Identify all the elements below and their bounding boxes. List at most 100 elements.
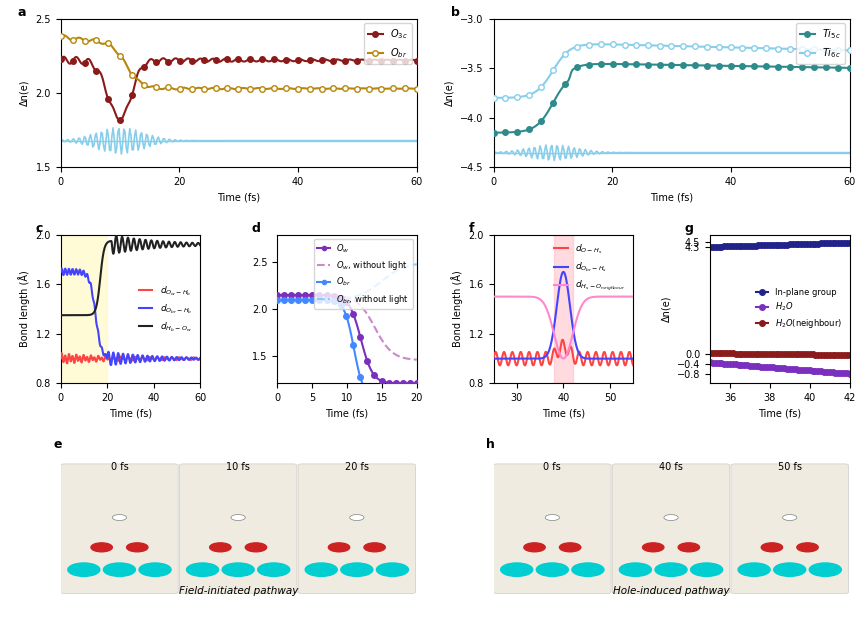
X-axis label: Time (fs): Time (fs) [325,408,368,419]
$H_2O$(neighbour) [833,351,844,358]
Circle shape [305,563,337,577]
$H_2O$ [736,361,746,368]
Bar [61,234,108,384]
$d_{O_w-H_b}$ [195,354,205,362]
$H_2O$ [822,368,832,376]
Line: In-plane group: In-plane group [707,240,852,250]
In-plane group [782,241,792,248]
Circle shape [68,563,100,577]
$H_2O$ [762,363,772,371]
$d_{O_{br}-H_s}$ [622,355,632,362]
Circle shape [376,563,408,577]
$H_2O$(neighbour) [767,350,778,358]
$d_{O-H_s}$ [557,336,568,344]
Y-axis label: Bond length (Å): Bond length (Å) [18,271,30,347]
$H_2O$ [727,360,738,368]
Line: $d_{O_{br}-H_b}$: $d_{O_{br}-H_b}$ [61,268,200,365]
$d_{H_s-O_{neighbour}}$ [488,293,499,300]
In-plane group [736,242,746,250]
Text: 20 fs: 20 fs [345,462,368,472]
Text: b: b [451,6,460,19]
Line: $H_2O$(neighbour): $H_2O$(neighbour) [707,350,852,358]
Line: $d_{H_b-O_w}$: $d_{H_b-O_w}$ [61,235,200,315]
$d_{H_b-O_w}$ [139,240,149,247]
$H_2O$ [818,368,829,375]
$d_{O-H_s}$ [526,357,537,364]
In-plane group [733,242,744,250]
$H_2O$ [831,369,841,376]
Text: 0 fs: 0 fs [544,462,561,472]
$H_2O$(neighbour) [707,350,718,357]
Bar [554,234,573,384]
$d_{O_{br}-H_b}$ [140,358,150,365]
Text: 0 fs: 0 fs [111,462,128,472]
$d_{O-H_s}$ [617,353,628,360]
Line: $d_{O-H_s}$: $d_{O-H_s}$ [493,340,633,365]
Legend: $d_{O-H_s}$, $d_{O_{br}-H_s}$, $d_{H_s-O_{neighbour}}$: $d_{O-H_s}$, $d_{O_{br}-H_s}$, $d_{H_s-O… [551,239,629,297]
In-plane group [825,240,835,247]
In-plane group [742,242,753,250]
In-plane group [833,239,844,247]
$H_2O$(neighbour) [705,350,715,357]
$d_{O-H_s}$ [623,353,633,361]
$H_2O$(neighbour) [787,350,798,358]
X-axis label: Time (fs): Time (fs) [759,408,801,419]
Circle shape [210,543,231,552]
$H_2O$(neighbour) [756,350,766,358]
$d_{H_b-O_w}$ [195,242,205,249]
$H_2O$(neighbour) [782,350,792,358]
$H_2O$ [725,360,735,368]
$H_2O$(neighbour) [818,351,829,358]
Circle shape [341,563,373,577]
In-plane group [725,243,735,250]
$H_2O$(neighbour) [825,351,835,358]
$H_2O$ [767,364,778,371]
FancyBboxPatch shape [61,464,179,593]
In-plane group [793,240,804,248]
Circle shape [691,563,723,577]
$H_2O$ [719,360,729,367]
$H_2O$ [759,363,769,370]
In-plane group [844,239,855,247]
Text: Field-initiated pathway: Field-initiated pathway [179,586,298,596]
In-plane group [818,240,829,247]
FancyBboxPatch shape [612,464,730,593]
$H_2O$ [807,367,818,375]
X-axis label: Time (fs): Time (fs) [109,408,152,419]
Circle shape [127,543,148,552]
$H_2O$(neighbour) [751,350,761,357]
$H_2O$(neighbour) [799,350,809,358]
In-plane group [799,240,809,248]
$H_2O$ [747,362,758,370]
$H_2O$ [825,368,835,376]
$H_2O$(neighbour) [816,351,826,358]
$H_2O$ [707,359,718,366]
$H_2O$(neighbour) [762,350,772,358]
$H_2O$(neighbour) [771,350,781,358]
Y-axis label: Δn(e): Δn(e) [662,296,671,322]
$H_2O$(neighbour) [791,350,801,358]
$d_{O_{br}-H_s}$ [628,355,638,362]
$d_{O_w-H_b}$ [140,355,150,362]
$d_{O-H_s}$ [628,362,638,369]
In-plane group [722,243,733,250]
$d_{O_{br}-H_s}$ [494,355,505,362]
Line: $H_2O$: $H_2O$ [707,360,852,376]
$d_{O_{br}-H_s}$ [525,355,536,362]
X-axis label: Time (fs): Time (fs) [542,408,585,419]
$H_2O$ [753,363,764,370]
Text: a: a [18,6,27,19]
Line: $d_{H_s-O_{neighbour}}$: $d_{H_s-O_{neighbour}}$ [493,297,633,358]
In-plane group [745,242,755,250]
$H_2O$ [751,362,761,370]
In-plane group [719,243,729,250]
$d_{H_b-O_w}$ [173,242,184,249]
$H_2O$ [705,358,715,366]
$H_2O$ [782,365,792,372]
$H_2O$ [813,368,824,375]
$H_2O$ [785,365,795,373]
Line: $d_{O_w-H_b}$: $d_{O_w-H_b}$ [61,353,200,363]
$H_2O$ [776,365,786,372]
In-plane group [827,239,838,247]
Legend: $O_{3c}$, $O_{br}$: $O_{3c}$, $O_{br}$ [364,23,412,64]
